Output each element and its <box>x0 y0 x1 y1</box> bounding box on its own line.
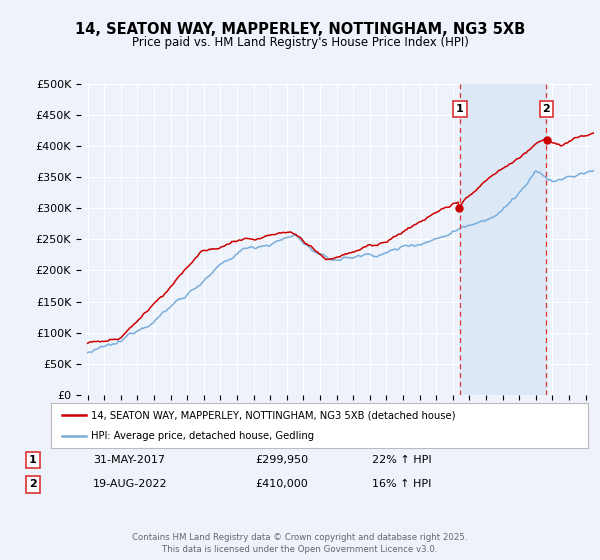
Text: 14, SEATON WAY, MAPPERLEY, NOTTINGHAM, NG3 5XB (detached house): 14, SEATON WAY, MAPPERLEY, NOTTINGHAM, N… <box>91 410 456 421</box>
Text: 19-AUG-2022: 19-AUG-2022 <box>93 479 167 489</box>
Text: Price paid vs. HM Land Registry's House Price Index (HPI): Price paid vs. HM Land Registry's House … <box>131 36 469 49</box>
Text: 16% ↑ HPI: 16% ↑ HPI <box>372 479 431 489</box>
Text: 22% ↑ HPI: 22% ↑ HPI <box>372 455 431 465</box>
Text: Contains HM Land Registry data © Crown copyright and database right 2025.
This d: Contains HM Land Registry data © Crown c… <box>132 533 468 554</box>
Text: £299,950: £299,950 <box>255 455 308 465</box>
Text: 2: 2 <box>29 479 37 489</box>
Bar <box>460 84 547 395</box>
Text: 1: 1 <box>456 104 464 114</box>
Text: 31-MAY-2017: 31-MAY-2017 <box>93 455 165 465</box>
Text: 14, SEATON WAY, MAPPERLEY, NOTTINGHAM, NG3 5XB: 14, SEATON WAY, MAPPERLEY, NOTTINGHAM, N… <box>75 22 525 38</box>
Text: £410,000: £410,000 <box>255 479 308 489</box>
Text: HPI: Average price, detached house, Gedling: HPI: Average price, detached house, Gedl… <box>91 431 314 441</box>
Text: 1: 1 <box>29 455 37 465</box>
Text: 2: 2 <box>542 104 550 114</box>
